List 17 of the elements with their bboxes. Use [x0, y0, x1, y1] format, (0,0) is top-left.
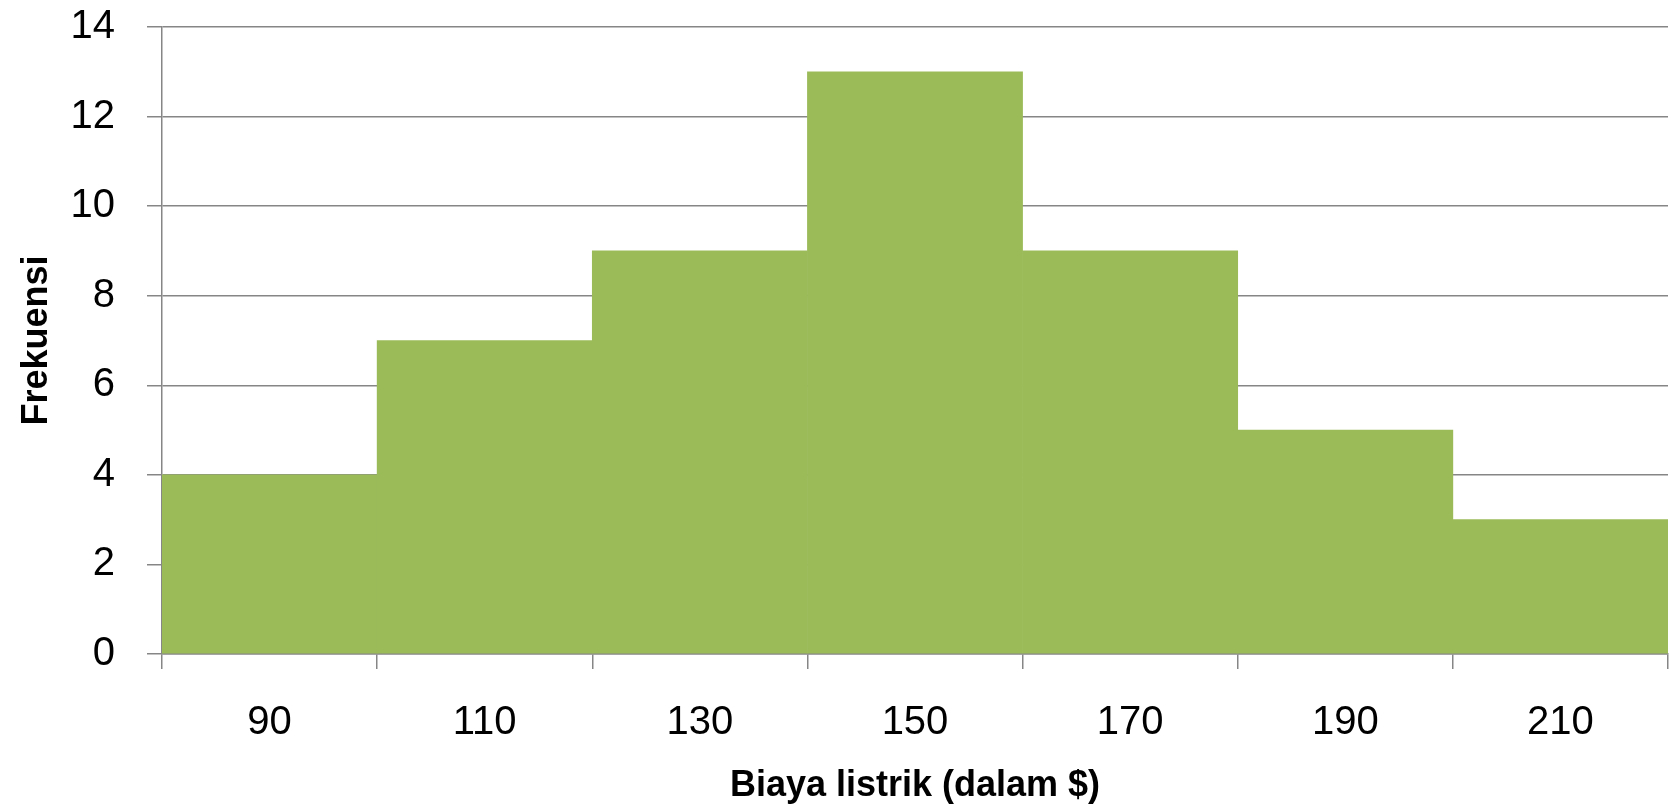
x-tick-label: 190 [1311, 698, 1379, 743]
x-tick-label: 110 [452, 698, 517, 743]
y-tick-label: 4 [92, 449, 115, 494]
x-tick-label: 150 [881, 698, 949, 743]
y-tick-label: 0 [92, 629, 115, 674]
y-tick-label: 12 [70, 91, 115, 136]
x-tick-label: 130 [666, 698, 734, 743]
x-tick-label: 90 [247, 698, 292, 743]
x-axis-title: Biaya listrik (dalam $) [729, 763, 1101, 805]
y-tick-label: 10 [70, 181, 115, 226]
y-tick-label: 14 [70, 2, 115, 47]
x-tick-label: 170 [1096, 698, 1164, 743]
x-tick-label: 210 [1527, 698, 1594, 743]
y-tick-label: 6 [92, 360, 115, 405]
y-tick-label: 2 [92, 539, 115, 584]
y-axis-title: Frekuensi [13, 255, 55, 426]
y-tick-label: 8 [92, 270, 115, 315]
